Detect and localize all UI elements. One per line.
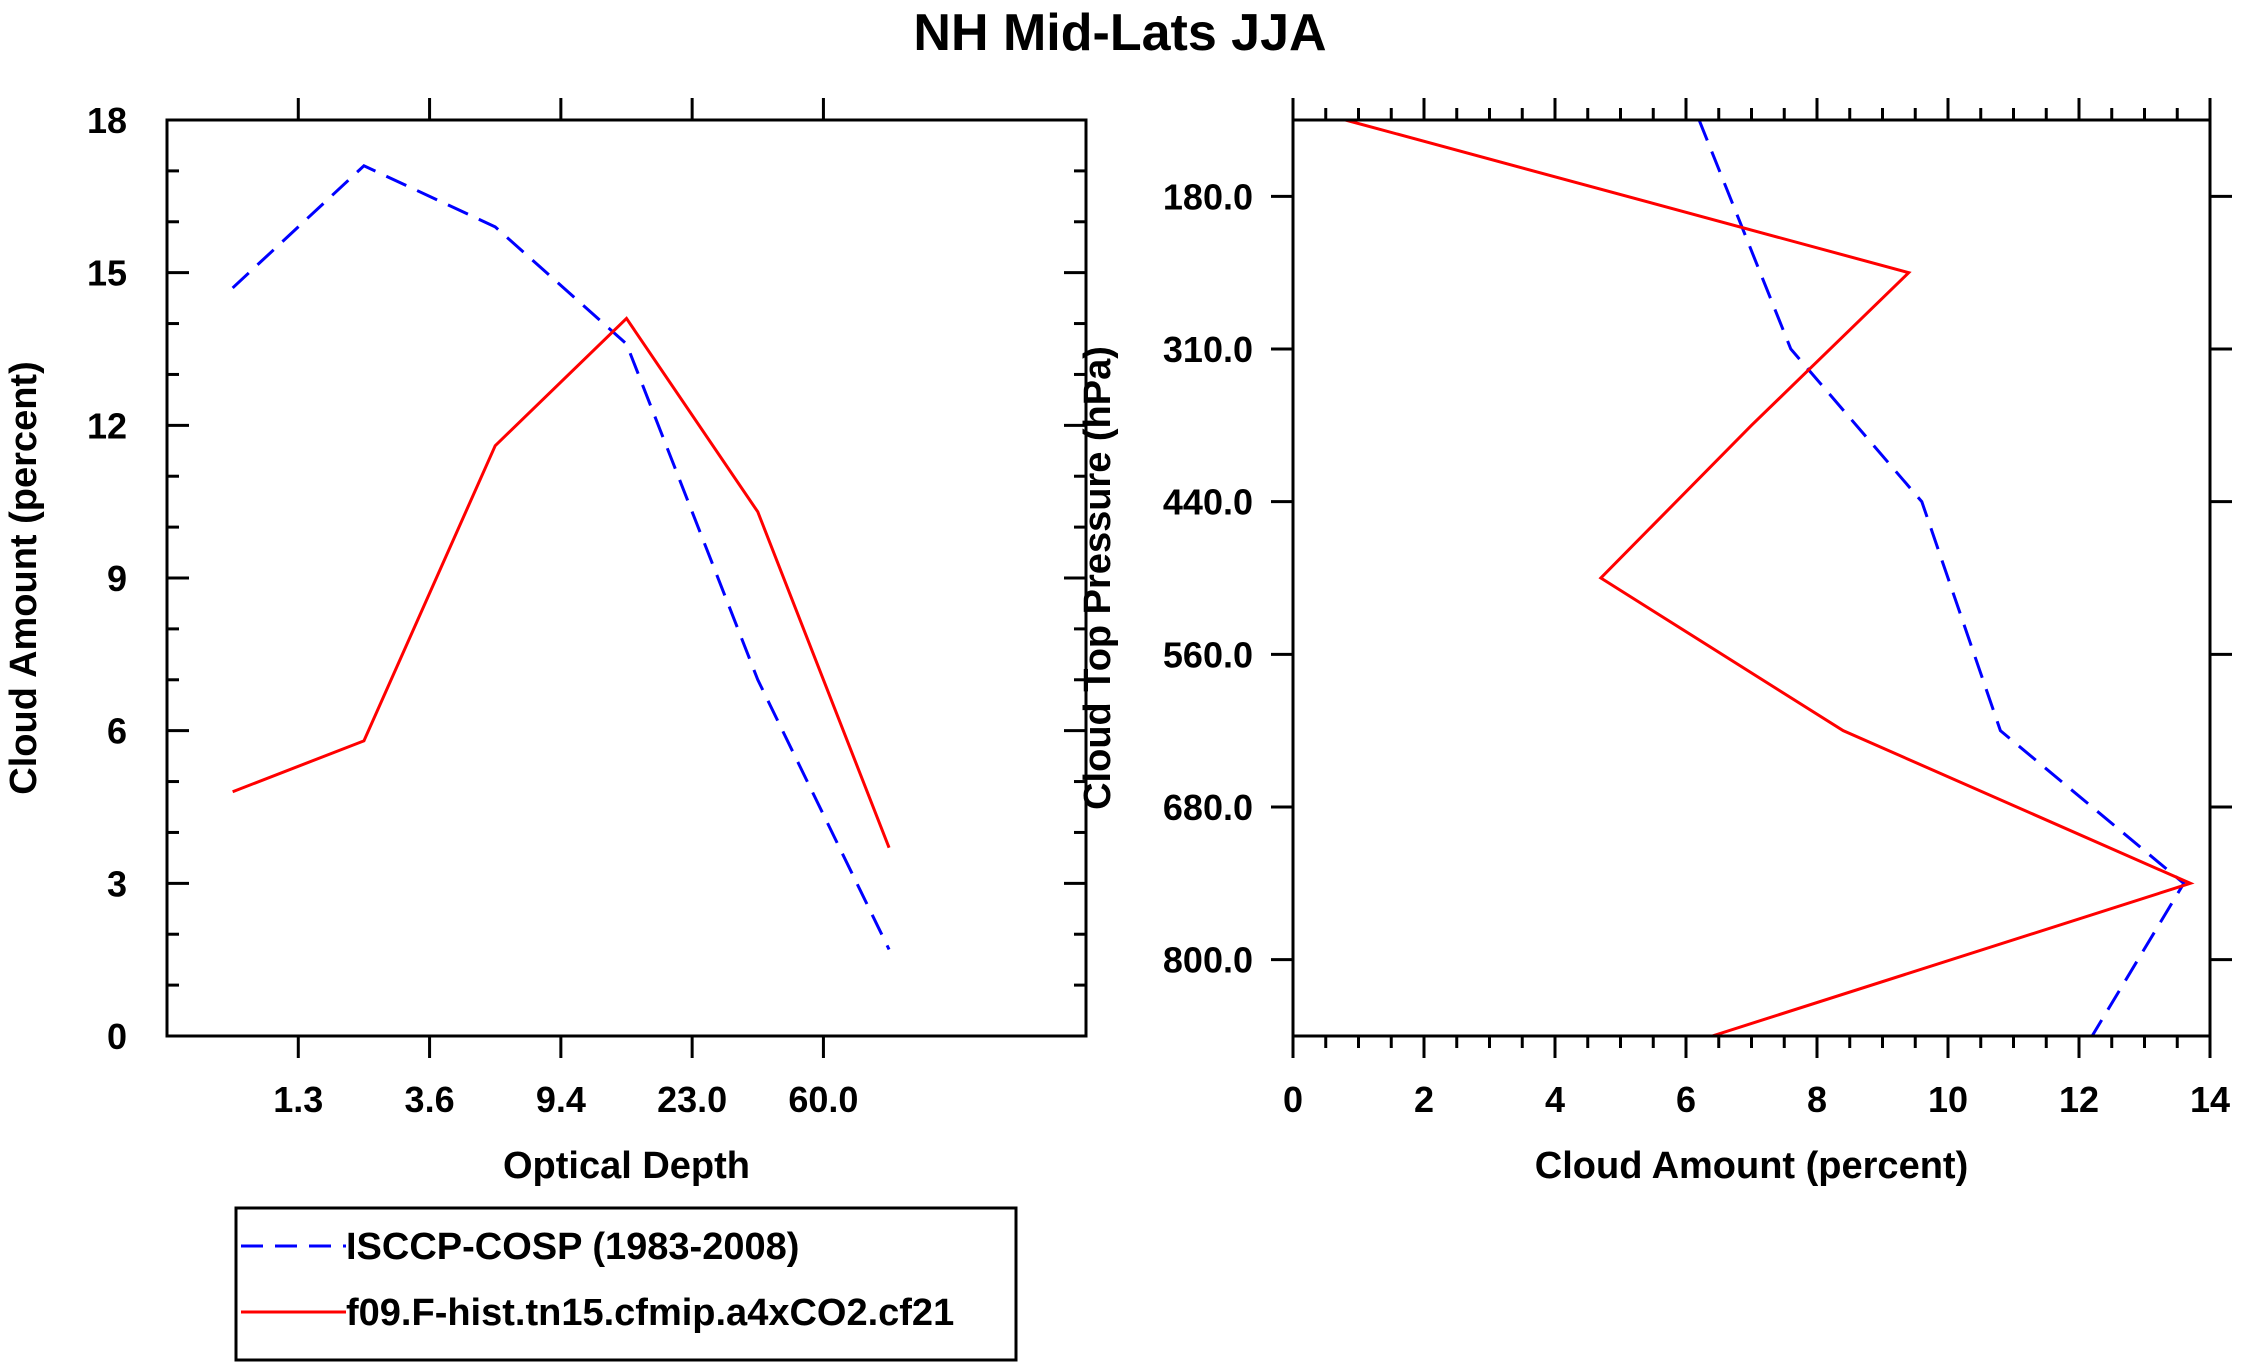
right-x-tick-label: 10 xyxy=(1928,1079,1968,1120)
right-panel: 0 2 4 6 8 10 12 14 180.0 310.0 440.0 560.0 680.0 800.… xyxy=(1077,98,2232,1187)
right-x-axis-label: Cloud Amount (percent) xyxy=(1535,1145,1968,1187)
right-series-model xyxy=(1345,120,2195,1036)
right-series-group xyxy=(1345,120,2195,1036)
left-series-isccp xyxy=(231,164,891,951)
right-x-tick-label: 0 xyxy=(1283,1079,1303,1120)
legend: ISCCP-COSP (1983-2008) f09.F-hist.tn15.c… xyxy=(234,1206,1018,1362)
left-series-group xyxy=(231,164,891,951)
left-x-tick-label: 9.4 xyxy=(536,1079,586,1120)
left-y-tick-label: 9 xyxy=(107,558,127,599)
right-plot-frame xyxy=(1291,118,2212,1038)
right-x-tick-label: 12 xyxy=(2059,1079,2099,1120)
legend-label-model: f09.F-hist.tn15.cfmip.a4xCO2.cf21 xyxy=(346,1292,954,1334)
right-x-tick-label: 14 xyxy=(2190,1079,2230,1120)
right-x-tick-label: 4 xyxy=(1545,1079,1565,1120)
left-x-tick-label: 23.0 xyxy=(657,1079,727,1120)
left-y-tick-label: 15 xyxy=(87,253,127,294)
left-y-axis-label: Cloud Amount (percent) xyxy=(3,361,45,794)
left-y-tick-label: 18 xyxy=(87,100,127,141)
left-plot-frame xyxy=(165,118,1088,1038)
left-x-tick-label: 3.6 xyxy=(405,1079,455,1120)
left-y-tick-label: 0 xyxy=(107,1016,127,1057)
right-y-axis-label: Cloud Top Pressure (hPa) xyxy=(1077,346,1119,810)
right-x-tick-label: 6 xyxy=(1676,1079,1696,1120)
left-y-tick-label: 6 xyxy=(107,711,127,752)
right-y-tick-label: 310.0 xyxy=(1163,329,1253,370)
legend-label-isccp: ISCCP-COSP (1983-2008) xyxy=(346,1226,799,1268)
legend-box xyxy=(234,1206,1018,1362)
left-series-model xyxy=(232,316,891,849)
right-y-tick-label: 560.0 xyxy=(1163,634,1253,675)
right-series-isccp xyxy=(1697,120,2186,1036)
left-x-tick-label: 1.3 xyxy=(273,1079,323,1120)
left-x-tick-label: 60.0 xyxy=(788,1079,858,1120)
left-y-tick-label: 3 xyxy=(107,863,127,904)
right-x-tick-label: 8 xyxy=(1807,1079,1827,1120)
left-y-tick-label: 12 xyxy=(87,405,127,446)
right-y-tick-label: 440.0 xyxy=(1163,482,1253,523)
right-x-tick-label: 2 xyxy=(1414,1079,1434,1120)
chart-title: NH Mid-Lats JJA xyxy=(913,4,1326,62)
left-panel: 0 3 6 9 12 15 18 1.3 3.6 9.4 23.0 60.0 Optical Depth… xyxy=(3,98,1088,1187)
right-y-tick-label: 180.0 xyxy=(1163,176,1253,217)
left-x-axis-label: Optical Depth xyxy=(503,1145,750,1187)
right-y-tick-label: 680.0 xyxy=(1163,787,1253,828)
right-y-tick-label: 800.0 xyxy=(1163,940,1253,981)
